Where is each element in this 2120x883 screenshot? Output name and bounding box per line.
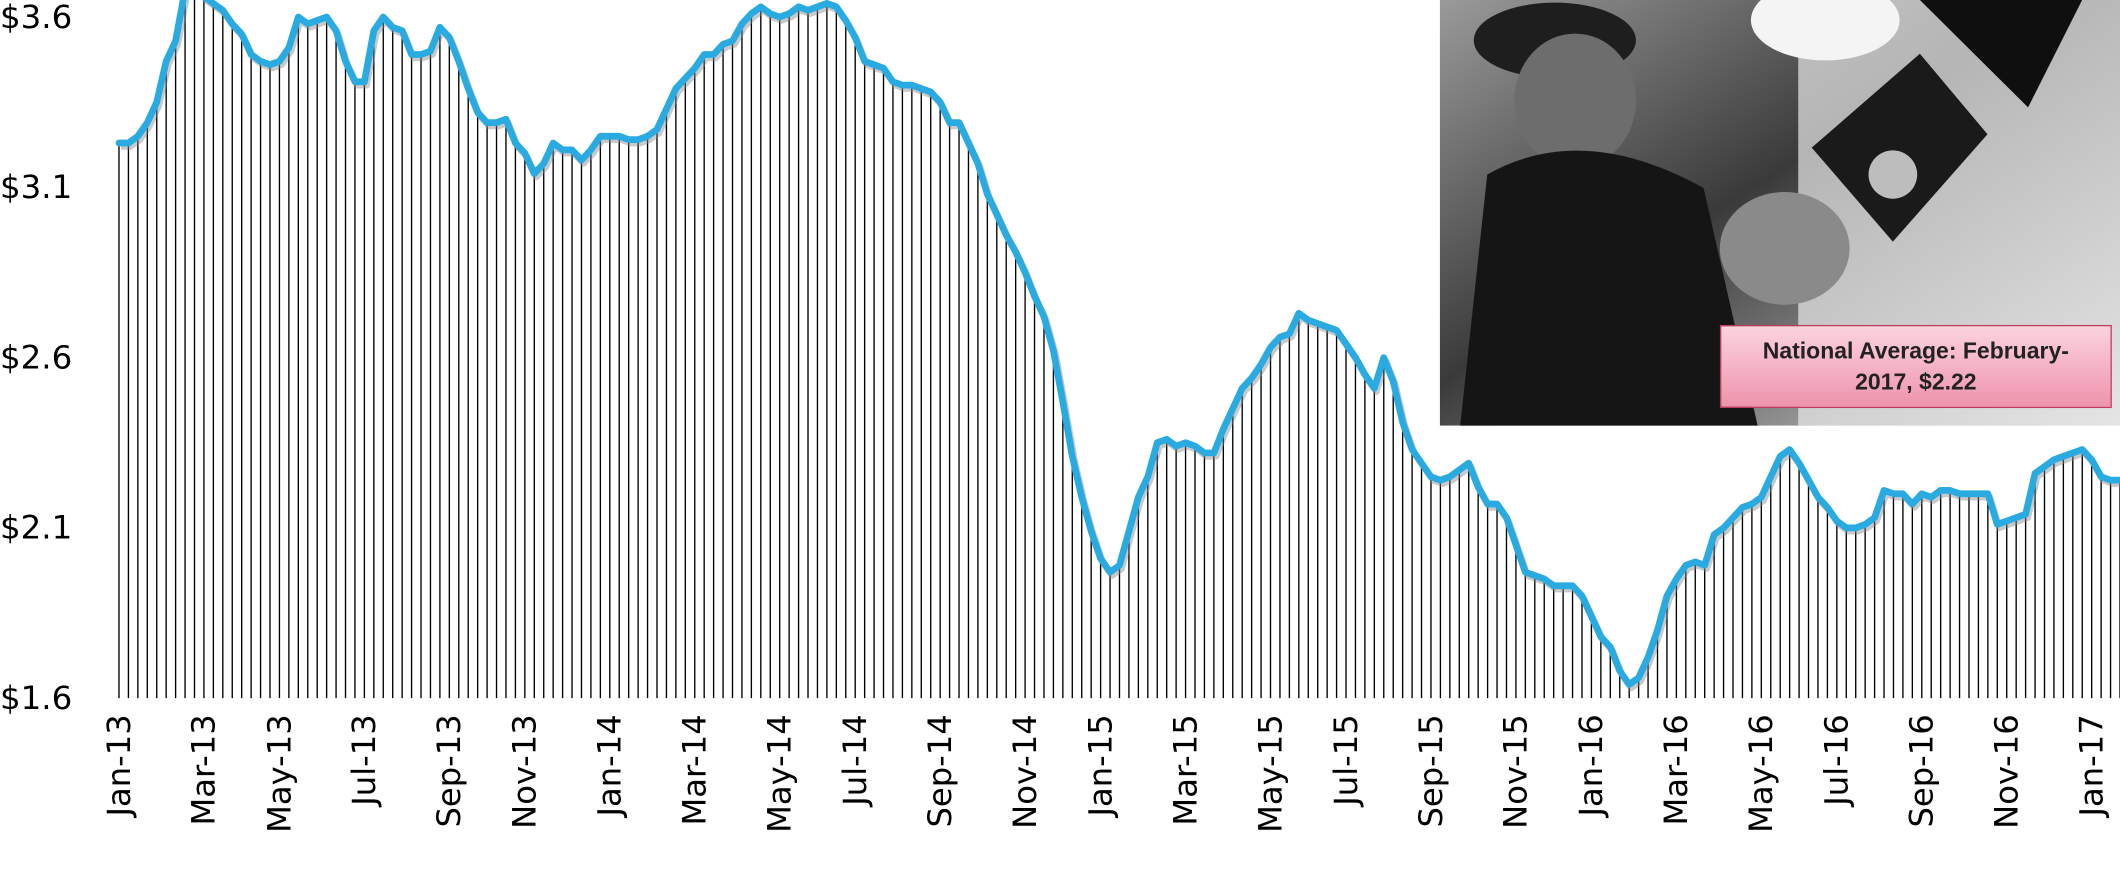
x-tick-label: Nov-15 [1497, 714, 1535, 829]
x-tick-label: Jul-14 [836, 714, 874, 807]
x-tick-label: Mar-16 [1657, 714, 1695, 825]
x-tick-label: May-15 [1251, 714, 1289, 833]
price-line [115, 0, 2120, 688]
x-tick-label: Mar-15 [1166, 714, 1204, 825]
x-tick-label: Sep-13 [430, 714, 468, 827]
x-tick-label: Sep-14 [921, 714, 959, 827]
x-tick-label: May-13 [260, 714, 298, 833]
x-tick-label: Jan-15 [1081, 714, 1119, 818]
x-tick-label: Jan-13 [100, 714, 138, 818]
annotation-box: National Average: February-2017, $2.22 [1719, 324, 2112, 409]
x-tick-label: May-14 [760, 714, 798, 833]
x-tick-label: Jan-14 [591, 714, 629, 818]
y-tick-label: $3.6 [0, 0, 72, 36]
x-tick-label: Jan-16 [1572, 714, 1610, 818]
x-tick-label: Jan-17 [2072, 714, 2110, 818]
x-tick-label: Nov-13 [506, 714, 544, 829]
plot-area [115, 0, 2120, 699]
annotation: National Average: February-2017, $2.22 [1719, 324, 2112, 409]
x-tick-label: Jul-15 [1327, 714, 1365, 807]
x-tick-label: Sep-15 [1412, 714, 1450, 827]
x-tick-label: Nov-14 [1006, 714, 1044, 829]
y-tick-label: $1.6 [0, 679, 72, 717]
y-tick-label: $2.1 [0, 509, 72, 547]
x-tick-label: May-16 [1742, 714, 1780, 833]
y-tick-label: $2.6 [0, 338, 72, 376]
x-tick-label: Mar-13 [185, 714, 223, 825]
x-tick-label: Mar-14 [675, 714, 713, 825]
x-tick-label: Nov-16 [1987, 714, 2025, 829]
x-tick-label: Jul-16 [1818, 714, 1856, 807]
y-tick-label: $3.1 [0, 168, 72, 206]
x-tick-label: Sep-16 [1902, 714, 1940, 827]
x-tick-label: Jul-13 [345, 714, 383, 807]
